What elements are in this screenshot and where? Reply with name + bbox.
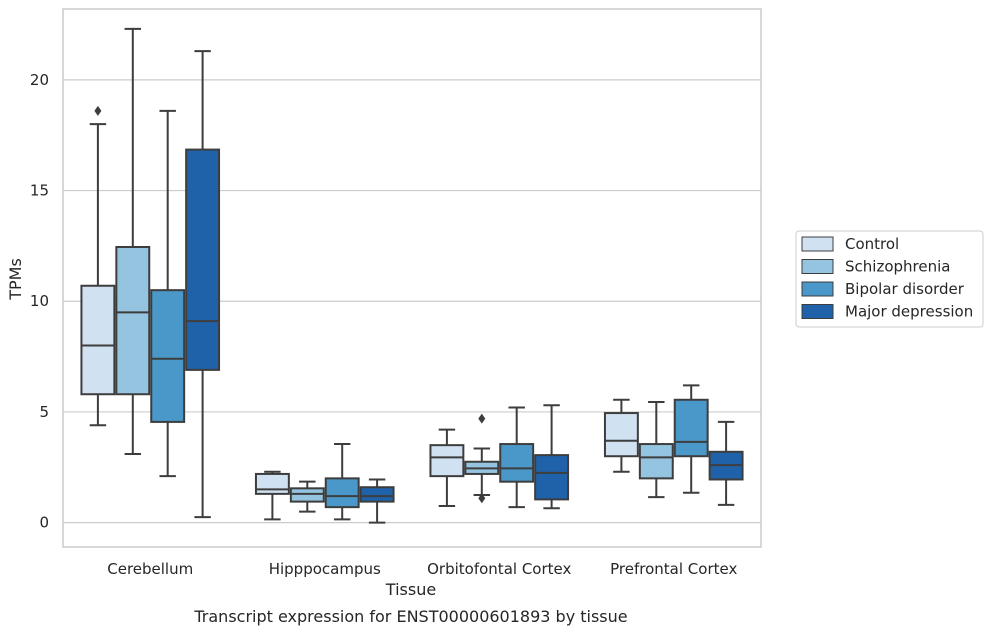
box-orbitofontal-cortex-major-depression <box>534 404 570 510</box>
box-iqr <box>115 246 151 396</box>
legend-item-control: Control <box>801 235 899 253</box>
x-axis-title: Tissue <box>385 580 436 599</box>
x-tick-label-hipppocampus: Hipppocampus <box>269 560 381 578</box>
legend-item-schizophrenia: Schizophrenia <box>801 258 950 276</box>
legend-item-major-depression: Major depression <box>801 303 973 321</box>
legend-swatch <box>801 259 834 274</box>
box-cerebellum-bipolar-disorder <box>150 109 186 478</box>
legend-label: Schizophrenia <box>845 258 950 276</box>
box-prefrontal-cortex-control <box>603 398 639 473</box>
box-hipppocampus-major-depression <box>359 478 395 524</box>
x-tick-label-cerebellum: Cerebellum <box>107 560 193 578</box>
box-hipppocampus-control <box>254 470 290 521</box>
legend-frame <box>795 230 984 328</box>
box-cerebellum-control <box>80 105 116 427</box>
legend-swatch <box>801 304 834 319</box>
x-tick-label-orbitofontal-cortex: Orbitofontal Cortex <box>427 560 571 578</box>
box-iqr <box>254 472 290 495</box>
box-iqr <box>603 412 639 458</box>
legend-label: Major depression <box>845 303 973 321</box>
x-tick-labels: Cerebellum Hipppocampus Orbitofontal Corte… <box>107 560 737 578</box>
box-orbitofontal-cortex-schizophrenia <box>464 413 500 504</box>
box-cerebellum-major-depression <box>185 50 221 519</box>
box-iqr <box>324 477 360 509</box>
box-iqr <box>359 486 395 503</box>
legend-swatch <box>801 236 834 252</box>
plot-frame <box>62 8 762 548</box>
box-hipppocampus-schizophrenia <box>289 480 325 513</box>
box-orbitofontal-cortex-bipolar-disorder <box>499 406 535 509</box>
box-iqr <box>289 487 325 503</box>
chart-caption: Transcript expression for ENST0000060189… <box>193 607 627 626</box>
legend-label: Bipolar disorder <box>845 280 965 298</box>
boxes <box>80 27 744 524</box>
box-iqr <box>150 289 186 423</box>
box-iqr <box>429 444 465 478</box>
outlier-point <box>478 413 486 424</box>
legend-item-bipolar-disorder: Bipolar disorder <box>801 280 965 298</box>
box-hipppocampus-bipolar-disorder <box>324 443 360 521</box>
legend-label: Control <box>845 235 899 253</box>
y-tick-label-10: 10 <box>30 292 49 310</box>
box-iqr <box>499 443 535 483</box>
box-cerebellum-schizophrenia <box>115 27 151 456</box>
box-iqr <box>638 443 674 480</box>
box-prefrontal-cortex-schizophrenia <box>638 400 674 499</box>
box-prefrontal-cortex-major-depression <box>708 420 744 506</box>
x-tick-label-prefrontal-cortex: Prefrontal Cortex <box>610 560 737 578</box>
y-tick-label-5: 5 <box>39 403 49 421</box>
outlier-point <box>478 493 486 504</box>
legend: Control Schizophrenia Bipolar disorder Majo… <box>795 230 984 328</box>
y-tick-label-0: 0 <box>39 514 49 532</box>
box-iqr <box>80 284 116 396</box>
y-tick-label-20: 20 <box>30 71 49 89</box>
box-orbitofontal-cortex-control <box>429 428 465 508</box>
box-iqr <box>673 398 709 458</box>
box-iqr <box>185 148 221 371</box>
y-tick-labels: 0 5 10 15 20 <box>30 71 49 532</box>
y-tick-label-15: 15 <box>30 182 49 200</box>
legend-swatch <box>801 281 834 297</box>
box-iqr <box>534 454 570 501</box>
outlier-point <box>94 105 102 116</box>
box-prefrontal-cortex-bipolar-disorder <box>673 384 709 494</box>
y-axis-title: TPMs <box>6 258 25 301</box>
